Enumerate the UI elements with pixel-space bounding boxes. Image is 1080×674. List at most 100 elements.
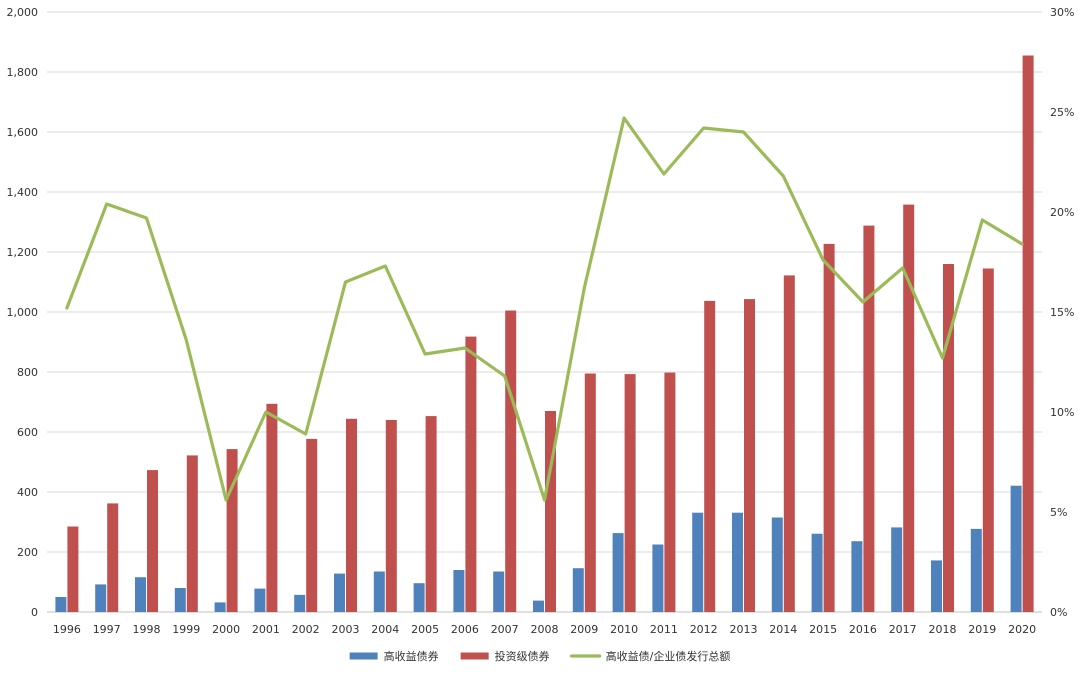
bar-investment-grade — [943, 264, 954, 612]
y-right-tick-label: 25% — [1050, 106, 1074, 119]
bar-investment-grade — [186, 455, 198, 612]
bar-investment-grade — [226, 449, 238, 612]
bar-investment-grade — [545, 411, 556, 612]
y-right-tick-label: 5% — [1050, 506, 1067, 519]
bar-investment-grade — [982, 268, 994, 612]
bar-high-yield — [135, 577, 146, 612]
y-left-tick-label: 400 — [17, 486, 38, 499]
x-tick-label: 2020 — [1008, 623, 1036, 636]
bar-investment-grade — [863, 225, 875, 612]
bar-investment-grade — [624, 374, 636, 612]
bar-investment-grade — [67, 526, 79, 612]
ratio-line — [65, 116, 1024, 502]
bar-investment-grade — [744, 299, 755, 612]
legend-swatch-bar — [460, 652, 489, 660]
bar-high-yield — [373, 571, 385, 612]
bar-high-yield — [413, 583, 425, 612]
y-left-tick-label: 1,200 — [7, 246, 39, 259]
bar-high-yield — [572, 568, 584, 612]
bar-high-yield — [533, 600, 544, 612]
y-right-tick-label: 15% — [1050, 306, 1074, 319]
x-tick-label: 2010 — [610, 623, 638, 636]
x-tick-label: 2013 — [730, 623, 758, 636]
x-tick-label: 2019 — [968, 623, 996, 636]
bar-high-yield — [334, 573, 345, 612]
bar-high-yield — [851, 541, 863, 612]
bar-high-yield — [493, 571, 505, 612]
y-left-tick-label: 200 — [17, 546, 38, 559]
bar-investment-grade — [783, 275, 795, 612]
y-right-tick-label: 20% — [1050, 206, 1074, 219]
bar-investment-grade — [505, 310, 517, 612]
bar-high-yield — [453, 570, 465, 612]
bar-investment-grade — [704, 300, 716, 612]
y-left-tick-label: 1,800 — [7, 66, 39, 79]
y-right-tick-label: 30% — [1050, 6, 1074, 19]
bar-investment-grade — [425, 416, 437, 612]
bar-high-yield — [970, 528, 982, 612]
bar-high-yield — [652, 544, 664, 612]
bar-investment-grade — [1022, 55, 1034, 612]
bar-investment-grade — [385, 420, 397, 612]
bar-investment-grade — [306, 438, 318, 612]
y-left-tick-label: 1,000 — [7, 306, 39, 319]
bar-high-yield — [931, 560, 942, 612]
y-left-tick-label: 600 — [17, 426, 38, 439]
y-right-tick-label: 0% — [1050, 606, 1067, 619]
bar-investment-grade — [465, 336, 477, 612]
bar-investment-grade — [584, 373, 596, 612]
bar-investment-grade — [823, 243, 835, 612]
bar-high-yield — [732, 512, 743, 612]
x-tick-label: 2009 — [570, 623, 598, 636]
bar-high-yield — [95, 584, 107, 612]
x-tick-label: 2011 — [650, 623, 678, 636]
bar-high-yield — [174, 588, 186, 612]
x-tick-label: 2015 — [809, 623, 837, 636]
bar-high-yield — [214, 602, 226, 612]
x-tick-label: 2005 — [411, 623, 439, 636]
bar-high-yield — [294, 594, 306, 612]
y-left-tick-label: 2,000 — [7, 6, 39, 19]
bar-investment-grade — [266, 403, 278, 612]
x-tick-label: 2012 — [690, 623, 718, 636]
x-tick-label: 2007 — [491, 623, 519, 636]
bar-high-yield — [811, 533, 823, 612]
x-tick-label: 2002 — [292, 623, 320, 636]
bar-high-yield — [692, 512, 704, 612]
y-right-tick-label: 10% — [1050, 406, 1074, 419]
bar-high-yield — [612, 533, 624, 612]
bar-high-yield — [1010, 485, 1022, 612]
bar-investment-grade — [147, 470, 158, 612]
x-tick-label: 1999 — [172, 623, 200, 636]
legend-label: 高收益债/企业债发行总额 — [606, 649, 731, 663]
legend-swatch-bar — [349, 652, 378, 660]
x-tick-label: 1996 — [53, 623, 81, 636]
x-tick-label: 2016 — [849, 623, 877, 636]
bar-investment-grade — [903, 204, 915, 612]
bar-investment-grade — [664, 372, 676, 612]
x-tick-label: 2018 — [929, 623, 957, 636]
x-tick-label: 2003 — [332, 623, 360, 636]
bar-high-yield — [771, 517, 783, 612]
y-left-tick-label: 1,400 — [7, 186, 39, 199]
x-tick-label: 2008 — [531, 623, 559, 636]
y-left-tick-label: 0 — [31, 606, 38, 619]
x-tick-label: 2001 — [252, 623, 280, 636]
y-left-tick-label: 1,600 — [7, 126, 39, 139]
bar-high-yield — [55, 597, 67, 612]
x-tick-label: 2000 — [212, 623, 240, 636]
x-tick-label: 2017 — [889, 623, 917, 636]
x-tick-label: 2014 — [769, 623, 797, 636]
y-left-tick-label: 800 — [17, 366, 38, 379]
bar-high-yield — [891, 527, 903, 612]
legend-label: 投资级债券 — [495, 649, 550, 663]
x-tick-label: 1997 — [93, 623, 121, 636]
legend-label: 高收益债券 — [384, 649, 439, 663]
bar-high-yield — [254, 588, 266, 612]
bar-investment-grade — [346, 418, 357, 612]
x-tick-label: 2004 — [371, 623, 399, 636]
x-tick-label: 2006 — [451, 623, 479, 636]
x-tick-label: 1998 — [133, 623, 161, 636]
bar-investment-grade — [107, 503, 119, 612]
